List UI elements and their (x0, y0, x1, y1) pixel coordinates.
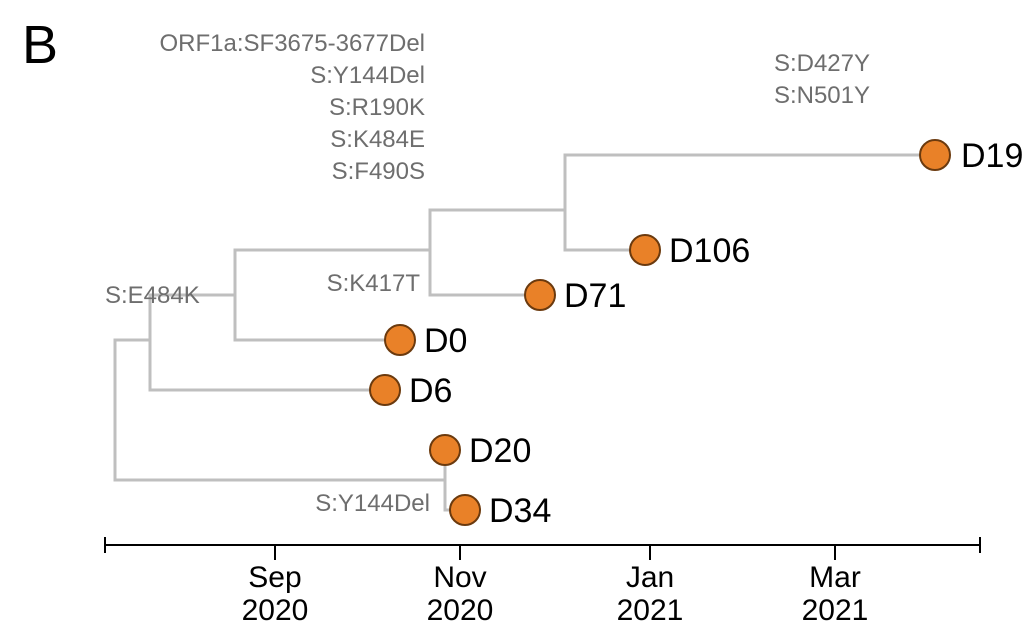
tree-node-label: D34 (489, 492, 551, 531)
mutation-label: ORF1a:SF3675-3677Del (160, 30, 425, 58)
tree-node (449, 494, 481, 526)
axis-tick-year: 2020 (427, 594, 494, 627)
tree-node-label: D6 (409, 372, 452, 411)
axis-tick-year: 2020 (242, 594, 309, 627)
mutation-label: S:N501Y (774, 82, 870, 110)
mutation-label: S:K417T (327, 270, 420, 298)
tree-node-label: D0 (424, 322, 467, 361)
mutation-label: S:F490S (332, 158, 425, 186)
tree-node-label: D71 (564, 277, 626, 316)
tree-node (919, 139, 951, 171)
axis-tick-label: Mar2021 (802, 561, 869, 627)
axis-tick-month: Nov (433, 561, 486, 594)
mutation-label: S:D427Y (774, 50, 870, 78)
tree-node (369, 374, 401, 406)
tree-node-label: D190 (961, 137, 1024, 176)
tree-node-label: D20 (469, 432, 531, 471)
mutation-label: S:E484K (105, 282, 200, 310)
tree-node (524, 279, 556, 311)
axis-tick-month: Sep (248, 561, 301, 594)
axis-tick-label: Jan2021 (617, 561, 684, 627)
axis-tick-month: Jan (626, 561, 674, 594)
mutation-label: S:Y144Del (315, 490, 430, 518)
tree-node (629, 234, 661, 266)
tree-node-label: D106 (669, 232, 750, 271)
tree-svg (0, 0, 1024, 639)
phylogeny-panel: B D190D106D71D0D6D20D34 S:E484KORF1a:SF3… (0, 0, 1024, 639)
tree-node (384, 324, 416, 356)
axis-tick-year: 2021 (802, 594, 869, 627)
tree-node (429, 434, 461, 466)
axis-tick-label: Nov2020 (427, 561, 494, 627)
axis-tick-year: 2021 (617, 594, 684, 627)
mutation-label: S:Y144Del (310, 62, 425, 90)
mutation-label: S:K484E (330, 126, 425, 154)
axis-tick-label: Sep2020 (242, 561, 309, 627)
axis-tick-month: Mar (809, 561, 861, 594)
mutation-label: S:R190K (329, 94, 425, 122)
